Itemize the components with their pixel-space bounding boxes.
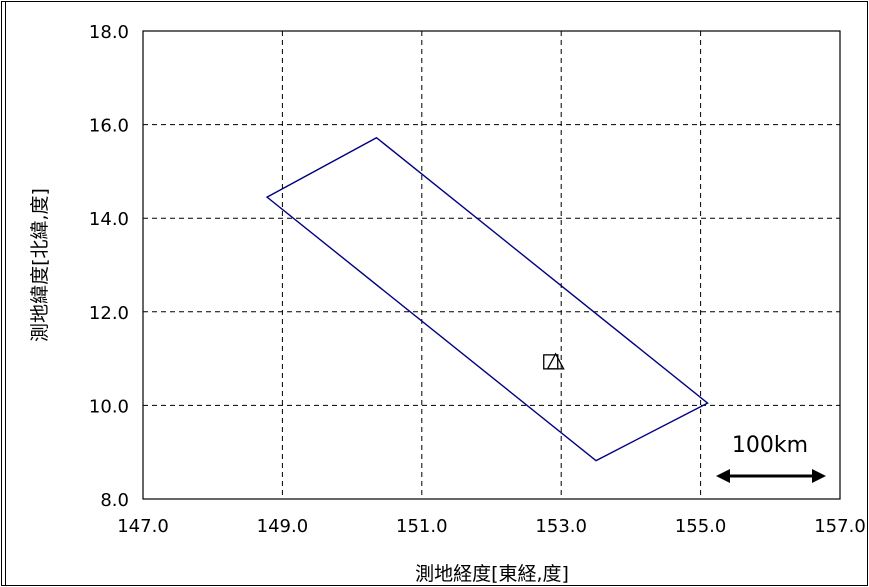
y-tick-label: 8.0	[100, 490, 129, 511]
x-tick-label: 151.0	[396, 516, 448, 537]
x-axis-label: 測地経度[東経,度]	[415, 563, 569, 585]
plot-area	[142, 30, 841, 500]
y-tick-labels: 8.0 10.0 12.0 14.0 16.0 18.0	[89, 22, 129, 511]
y-axis-label: 測地緯度[北緯,度]	[29, 188, 51, 342]
y-tick-label: 12.0	[89, 303, 129, 324]
x-tick-label: 157.0	[814, 516, 866, 537]
x-tick-labels: 147.0 149.0 151.0 153.0 155.0 157.0	[117, 516, 866, 537]
scale-bar-arrow-right	[812, 469, 826, 483]
footprint-polygon	[265, 136, 709, 462]
y-tick-label: 16.0	[89, 116, 129, 137]
scale-bar-arrow-left	[716, 469, 730, 483]
y-tick-label: 18.0	[89, 22, 129, 43]
triangle-marker	[546, 352, 565, 370]
y-tick-label: 14.0	[89, 209, 129, 230]
x-tick-label: 153.0	[535, 516, 587, 537]
grid-lines	[143, 31, 840, 499]
y-tick-label: 10.0	[89, 396, 129, 417]
scale-bar-label: 100km	[732, 433, 808, 458]
scale-bar: 100km	[716, 433, 826, 483]
x-tick-label: 147.0	[117, 516, 169, 537]
x-tick-label: 155.0	[675, 516, 727, 537]
x-tick-label: 149.0	[257, 516, 309, 537]
